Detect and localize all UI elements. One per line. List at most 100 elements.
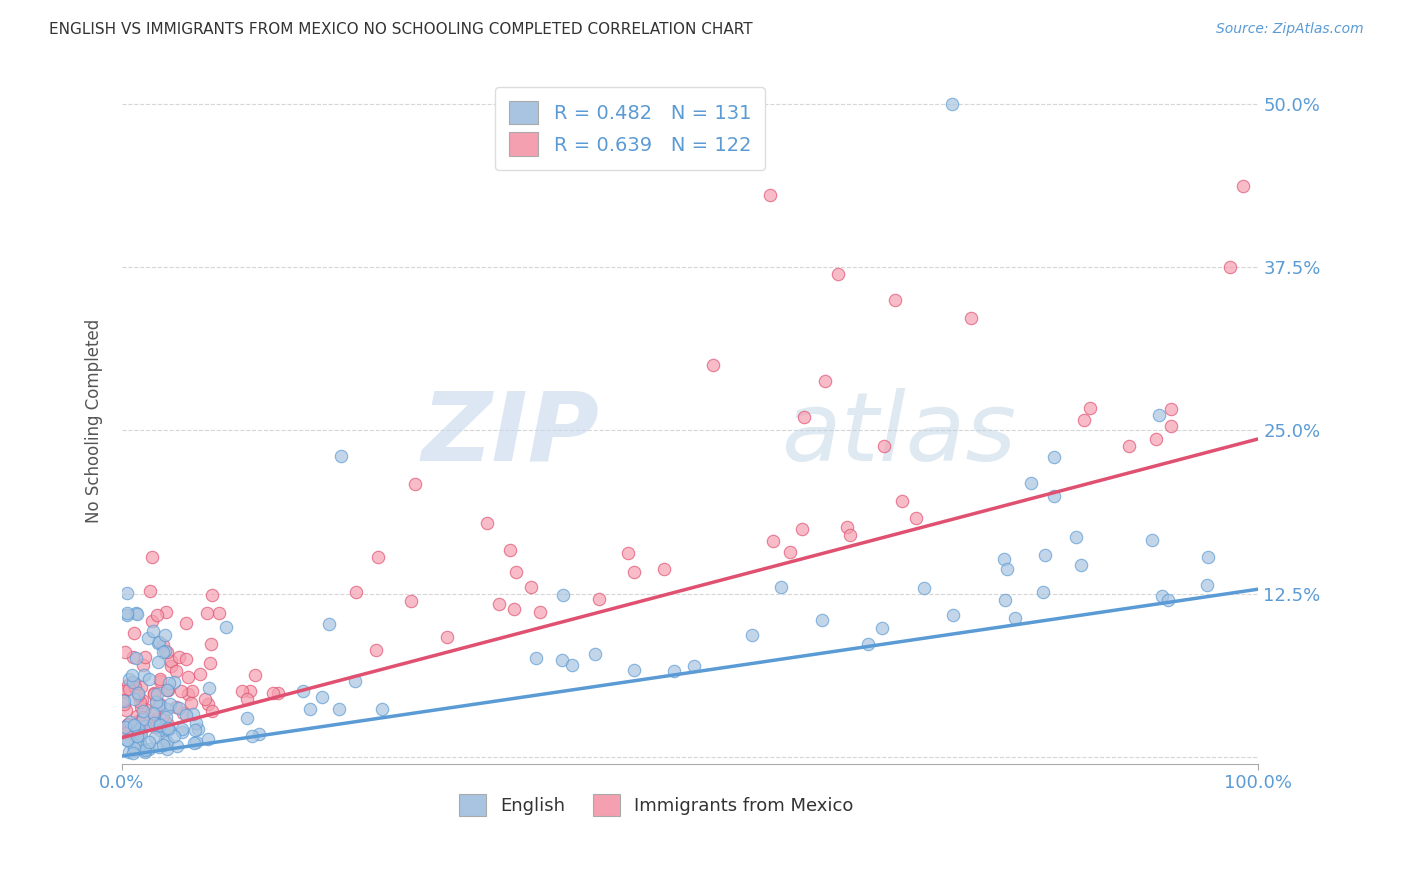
- Point: [134, 702, 156, 716]
- Point: [134, 743, 156, 757]
- Point: [152, 709, 174, 723]
- Point: [201, 704, 224, 718]
- Point: [127, 725, 149, 739]
- Point: [1156, 593, 1178, 607]
- Point: [762, 533, 785, 548]
- Point: [157, 676, 180, 690]
- Point: [142, 706, 165, 720]
- Point: [128, 720, 150, 734]
- Point: [239, 684, 262, 698]
- Point: [121, 650, 143, 665]
- Point: [121, 746, 143, 760]
- Point: [505, 565, 527, 579]
- Point: [186, 735, 208, 749]
- Point: [198, 681, 221, 695]
- Point: [176, 615, 198, 630]
- Point: [132, 712, 155, 726]
- Point: [503, 602, 526, 616]
- Point: [401, 593, 423, 607]
- Point: [129, 723, 152, 737]
- Point: [904, 510, 927, 524]
- Point: [1032, 585, 1054, 599]
- Point: [170, 683, 193, 698]
- Point: [122, 692, 145, 706]
- Point: [330, 449, 353, 463]
- Point: [156, 722, 179, 736]
- Point: [143, 686, 166, 700]
- Point: [1033, 549, 1056, 563]
- Point: [125, 606, 148, 620]
- Point: [770, 580, 793, 594]
- Point: [1144, 432, 1167, 446]
- Point: [197, 732, 219, 747]
- Point: [129, 729, 152, 743]
- Point: [997, 562, 1019, 576]
- Point: [139, 584, 162, 599]
- Point: [960, 310, 983, 325]
- Point: [156, 735, 179, 749]
- Point: [132, 668, 155, 682]
- Point: [623, 565, 645, 579]
- Point: [827, 267, 849, 281]
- Point: [146, 607, 169, 622]
- Point: [122, 741, 145, 756]
- Point: [883, 293, 905, 307]
- Point: [120, 715, 142, 730]
- Point: [117, 732, 139, 747]
- Point: [198, 656, 221, 670]
- Point: [167, 650, 190, 665]
- Point: [793, 410, 815, 425]
- Point: [811, 613, 834, 627]
- Point: [814, 374, 837, 388]
- Point: [792, 522, 814, 536]
- Point: [117, 678, 139, 692]
- Point: [1043, 489, 1066, 503]
- Point: [132, 710, 155, 724]
- Point: [835, 520, 858, 534]
- Point: [177, 670, 200, 684]
- Point: [160, 659, 183, 673]
- Point: [124, 743, 146, 757]
- Point: [942, 608, 965, 623]
- Point: [371, 702, 394, 716]
- Point: [197, 698, 219, 712]
- Point: [1118, 439, 1140, 453]
- Point: [122, 717, 145, 731]
- Point: [174, 651, 197, 665]
- Point: [993, 551, 1015, 566]
- Point: [231, 683, 253, 698]
- Point: [145, 687, 167, 701]
- Point: [143, 687, 166, 701]
- Point: [124, 736, 146, 750]
- Text: Source: ZipAtlas.com: Source: ZipAtlas.com: [1216, 22, 1364, 37]
- Point: [188, 667, 211, 681]
- Point: [157, 722, 180, 736]
- Point: [159, 654, 181, 668]
- Point: [208, 606, 231, 620]
- Point: [215, 619, 238, 633]
- Point: [148, 739, 170, 754]
- Point: [149, 723, 172, 738]
- Point: [174, 708, 197, 723]
- Point: [183, 706, 205, 721]
- Text: ENGLISH VS IMMIGRANTS FROM MEXICO NO SCHOOLING COMPLETED CORRELATION CHART: ENGLISH VS IMMIGRANTS FROM MEXICO NO SCH…: [49, 22, 752, 37]
- Point: [134, 650, 156, 665]
- Point: [165, 699, 187, 714]
- Point: [184, 715, 207, 730]
- Point: [127, 688, 149, 702]
- Point: [367, 550, 389, 565]
- Point: [112, 694, 135, 708]
- Point: [153, 644, 176, 658]
- Point: [127, 714, 149, 728]
- Point: [243, 668, 266, 682]
- Point: [167, 701, 190, 715]
- Point: [127, 686, 149, 700]
- Point: [117, 745, 139, 759]
- Point: [122, 675, 145, 690]
- Point: [114, 720, 136, 734]
- Point: [184, 723, 207, 737]
- Point: [623, 663, 645, 677]
- Point: [115, 586, 138, 600]
- Point: [1004, 610, 1026, 624]
- Point: [616, 546, 638, 560]
